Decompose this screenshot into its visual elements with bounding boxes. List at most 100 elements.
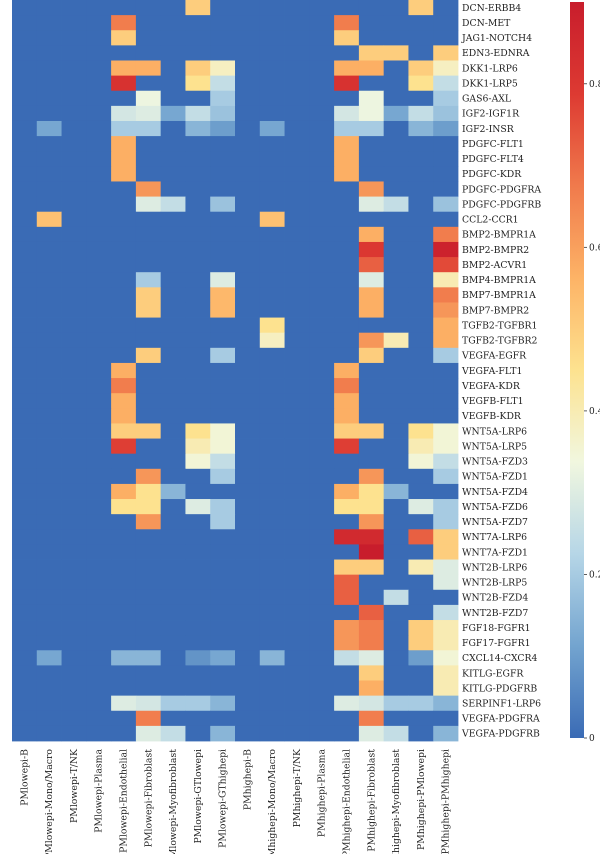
heatmap-cell xyxy=(135,574,162,591)
heatmap-cell xyxy=(210,499,236,515)
heatmap-cell xyxy=(12,378,38,394)
heatmap-cell xyxy=(12,15,38,31)
heatmap-cell xyxy=(259,378,285,394)
colorbar-tick-label: 0.6 xyxy=(589,243,600,253)
heatmap-cell xyxy=(383,211,409,228)
column-label: PMlowepi-Fibroblast xyxy=(143,749,154,848)
heatmap-cell xyxy=(160,226,186,243)
heatmap-cell xyxy=(36,287,62,303)
heatmap-cell xyxy=(433,226,459,243)
heatmap-cell xyxy=(86,529,112,545)
heatmap-cell xyxy=(309,393,335,409)
heatmap-cell xyxy=(408,302,434,318)
heatmap-cell xyxy=(309,90,335,107)
column-label: PMlowepi-Plasma xyxy=(94,749,105,833)
heatmap-cell xyxy=(210,287,236,303)
heatmap-cell xyxy=(408,514,434,530)
heatmap-cell xyxy=(334,423,360,439)
heatmap-cell xyxy=(135,589,162,606)
heatmap-cell xyxy=(309,423,335,439)
heatmap-cell xyxy=(383,196,409,213)
heatmap-cell xyxy=(284,725,310,742)
heatmap-cell xyxy=(284,211,310,228)
heatmap-cell xyxy=(61,514,87,530)
heatmap-cell xyxy=(433,241,459,258)
heatmap-cell xyxy=(433,604,459,621)
heatmap-cell xyxy=(12,120,38,137)
heatmap-cell xyxy=(185,196,211,213)
heatmap-cell xyxy=(135,378,162,394)
heatmap-cell xyxy=(210,226,236,243)
heatmap-cell xyxy=(358,635,385,651)
heatmap-cell xyxy=(210,695,236,712)
heatmap-cell xyxy=(309,136,335,152)
heatmap-cell xyxy=(235,423,261,439)
heatmap-cell xyxy=(309,15,335,31)
column-label: PMhighepi-Plasma xyxy=(317,749,328,838)
heatmap-cell xyxy=(259,544,285,560)
heatmap-cell xyxy=(86,378,112,394)
row-label: BMP7-BMPR1A xyxy=(462,290,536,301)
heatmap-cell xyxy=(433,347,459,364)
heatmap-cell xyxy=(36,408,62,424)
heatmap-cell xyxy=(135,604,162,621)
heatmap-cell xyxy=(408,151,434,167)
heatmap-cell xyxy=(160,604,186,621)
heatmap-cell xyxy=(135,105,162,122)
heatmap-cell xyxy=(235,408,261,424)
heatmap-cell xyxy=(235,544,261,560)
column-label: PMlowepi-B xyxy=(19,749,30,806)
heatmap-cell xyxy=(383,90,409,107)
heatmap-cell xyxy=(334,483,360,500)
heatmap-cell xyxy=(61,393,87,409)
heatmap-cell xyxy=(185,136,211,152)
row-label: FGF18-FGFR1 xyxy=(462,623,531,634)
heatmap-cell xyxy=(185,544,211,560)
heatmap-cell xyxy=(235,393,261,409)
heatmap-cell xyxy=(61,30,87,46)
heatmap-cell xyxy=(185,287,211,303)
heatmap-cell xyxy=(284,665,310,681)
heatmap-cell xyxy=(135,423,162,439)
heatmap-cell xyxy=(135,665,162,681)
heatmap-cell xyxy=(334,226,360,243)
heatmap-cell xyxy=(408,620,434,636)
heatmap-cell xyxy=(135,166,162,182)
heatmap-cell xyxy=(259,287,285,303)
heatmap-cell xyxy=(334,559,360,576)
heatmap-cell xyxy=(185,710,211,727)
heatmap-cell xyxy=(135,120,162,137)
heatmap-cell xyxy=(111,166,137,182)
heatmap-cell xyxy=(259,438,285,455)
heatmap-cell xyxy=(185,589,211,606)
heatmap-cell xyxy=(358,211,385,228)
heatmap-cell xyxy=(309,529,335,545)
row-label: KITLG-PDGFRB xyxy=(462,683,537,694)
heatmap-cell xyxy=(309,151,335,167)
heatmap-cell xyxy=(135,241,162,258)
heatmap-cell xyxy=(259,499,285,515)
heatmap-cell xyxy=(86,272,112,288)
heatmap-cell xyxy=(309,241,335,258)
row-label: PDGFC-FLT4 xyxy=(462,154,524,165)
heatmap-cell xyxy=(61,574,87,591)
heatmap-cell xyxy=(12,105,38,122)
heatmap-cell xyxy=(12,559,38,576)
heatmap-cell xyxy=(383,483,409,500)
heatmap-cell xyxy=(160,725,186,742)
heatmap-cell xyxy=(135,544,162,560)
heatmap-cell xyxy=(185,378,211,394)
heatmap-cell xyxy=(358,30,385,46)
heatmap-cell xyxy=(259,604,285,621)
heatmap-cell xyxy=(36,257,62,273)
heatmap-cell xyxy=(210,635,236,651)
heatmap-cell xyxy=(210,90,236,107)
heatmap-cell xyxy=(358,362,385,379)
heatmap-cell xyxy=(259,408,285,424)
heatmap-cell xyxy=(111,650,137,666)
heatmap-cell xyxy=(12,211,38,228)
heatmap-cell xyxy=(309,332,335,349)
heatmap-cell xyxy=(160,438,186,455)
heatmap-cell xyxy=(309,559,335,576)
heatmap-cell xyxy=(61,151,87,167)
